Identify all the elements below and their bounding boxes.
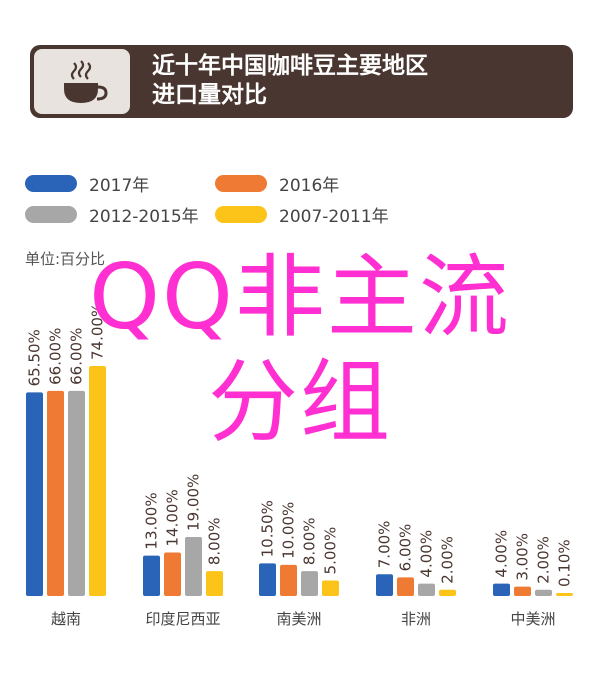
- data-label: 65.50%: [26, 329, 44, 386]
- data-label: 4.00%: [493, 530, 511, 578]
- bar: [439, 589, 456, 596]
- category-label: 非洲: [401, 610, 431, 628]
- data-label: 4.00%: [418, 530, 436, 578]
- data-label: 74.00%: [89, 303, 107, 360]
- category-label: 中美洲: [510, 610, 555, 628]
- legend-label: 2016年: [279, 176, 340, 196]
- data-label: 6.00%: [397, 524, 415, 572]
- data-label: 13.00%: [143, 492, 161, 549]
- bar: [47, 390, 64, 596]
- chart-title: 近十年中国咖啡豆主要地区 进口量对比: [152, 53, 428, 108]
- bar: [376, 574, 393, 596]
- bar: [206, 571, 223, 596]
- bar: [26, 392, 43, 596]
- bar: [259, 563, 276, 596]
- chart-header: 近十年中国咖啡豆主要地区 进口量对比: [30, 45, 573, 118]
- bar: [164, 552, 181, 596]
- data-label: 19.00%: [185, 474, 203, 531]
- bar: [514, 586, 531, 596]
- category-label: 南美洲: [276, 610, 321, 628]
- bar: [535, 589, 552, 596]
- category-label: 越南: [51, 610, 81, 628]
- bar: [322, 580, 339, 596]
- data-label: 66.00%: [68, 328, 86, 385]
- bar: [89, 366, 106, 596]
- legend-swatch: [215, 175, 267, 192]
- legend-item: 2007-2011年: [215, 202, 389, 227]
- data-label: 14.00%: [164, 489, 182, 546]
- data-label: 8.00%: [301, 517, 319, 565]
- bar: [68, 390, 85, 596]
- data-label: 10.50%: [259, 500, 277, 557]
- bar: [301, 571, 318, 596]
- data-label: 2.00%: [439, 536, 457, 584]
- data-label: 7.00%: [376, 521, 394, 569]
- legend-item: 2016年: [215, 171, 339, 196]
- bar: [556, 593, 573, 596]
- data-label: 2.00%: [535, 536, 553, 584]
- category-label: 印度尼西亚: [145, 610, 220, 628]
- bar: [280, 564, 297, 596]
- legend-label: 2007-2011年: [279, 207, 389, 227]
- bar: [418, 583, 435, 596]
- data-label: 5.00%: [322, 527, 340, 575]
- bar: [493, 583, 510, 596]
- overlay-title: QQ非主流 分组: [89, 245, 511, 455]
- header-icon-box: [34, 49, 130, 114]
- legend-swatch: [25, 206, 77, 223]
- legend-label: 2012-2015年: [89, 207, 199, 227]
- bar: [397, 577, 414, 596]
- data-label: 66.00%: [47, 328, 65, 385]
- legend-swatch: [215, 206, 267, 223]
- data-label: 3.00%: [514, 533, 532, 581]
- bar: [143, 555, 160, 596]
- unit-label: 单位:百分比: [25, 250, 106, 268]
- legend-label: 2017年: [89, 176, 150, 196]
- bar: [185, 536, 202, 596]
- legend-item: 2017年: [25, 171, 149, 196]
- legend-item: 2012-2015年: [25, 202, 199, 227]
- coffee-cup-icon: [64, 59, 108, 103]
- legend-swatch: [25, 175, 77, 192]
- data-label: 10.00%: [280, 502, 298, 559]
- data-label: 8.00%: [206, 517, 224, 565]
- data-label: 0.10%: [556, 539, 574, 587]
